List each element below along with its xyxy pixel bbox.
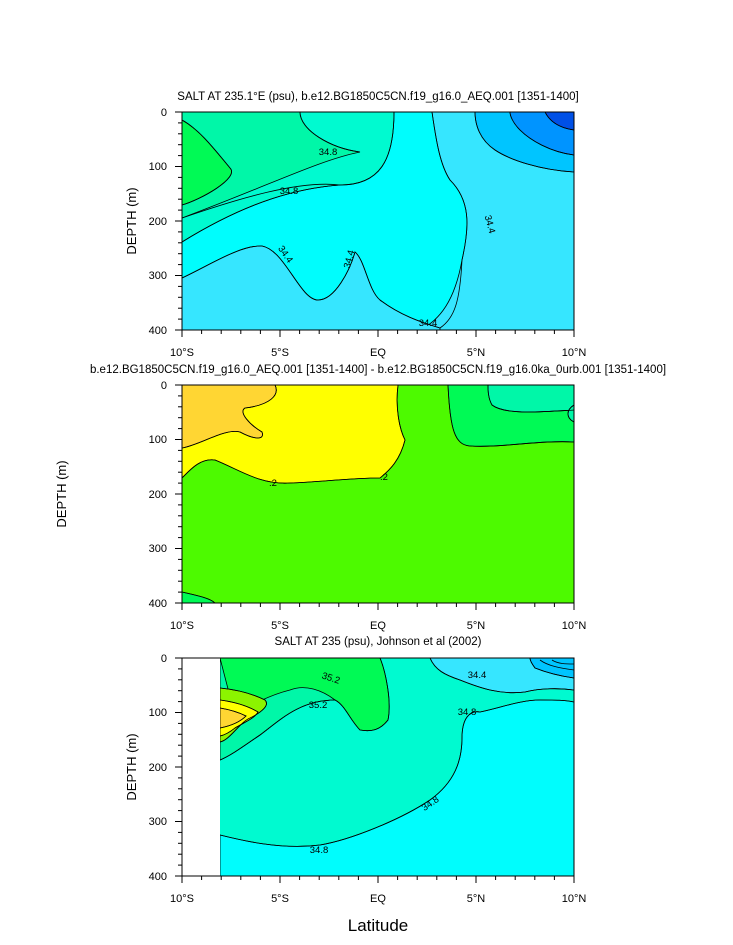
p1-ytick-200: 200	[149, 216, 167, 228]
p3-clabel-1: 35.2	[320, 671, 341, 687]
p2-xtick-eq: EQ	[370, 620, 386, 632]
panel-1-contours	[182, 112, 574, 330]
p3-xtick-eq: EQ	[370, 893, 386, 905]
panel-1-xaxis: 10°S 5°S EQ 5°N 10°N	[170, 347, 586, 359]
p2-contour-e	[567, 404, 574, 423]
p2-xtick-5n: 5°N	[467, 620, 486, 632]
p2-xtick-10s: 10°S	[170, 620, 194, 632]
p3-contour-b	[220, 687, 267, 743]
panel-1-yaxis: 0 100 200 300 400	[149, 107, 167, 337]
panel-3: SALT AT 235 (psu), Johnson et al (2002) …	[124, 636, 586, 935]
p1-ytick-0: 0	[161, 107, 167, 119]
p1-xtick-eq: EQ	[370, 347, 386, 359]
p2-ytick-200: 200	[149, 489, 167, 501]
p3-ytick-300: 300	[149, 816, 167, 828]
panel-2-contour-labels: .2 .2	[269, 472, 388, 489]
p2-fill-aqua	[487, 385, 574, 413]
p3-xtick-10n: 10°N	[562, 893, 587, 905]
axis-tick-marks	[175, 111, 575, 883]
p3-clabel-6: 34.8	[310, 845, 329, 856]
p2-ytick-100: 100	[149, 434, 167, 446]
p1-contour-f	[509, 112, 574, 156]
p3-ytick-0: 0	[161, 653, 167, 665]
p2-ytick-400: 400	[149, 598, 167, 610]
p1-contour-d	[182, 112, 468, 329]
p3-contour-c	[220, 699, 259, 737]
p1-clabel-5: 34.4	[419, 318, 438, 329]
p2-contour-a	[182, 385, 406, 484]
p3-clabel-3: 34.4	[468, 670, 487, 681]
p2-clabel-1: .2	[269, 478, 277, 489]
p1-ytick-100: 100	[149, 161, 167, 173]
p3-contour-h	[539, 659, 574, 671]
p3-contour-g	[529, 658, 574, 679]
panel-2: b.e12.BG1850C5CN.f19_g16.0_AEQ.001 [1351…	[54, 364, 666, 632]
p1-xtick-10n: 10°N	[562, 347, 587, 359]
p2-contour-b	[182, 385, 277, 449]
p3-ytick-400: 400	[149, 871, 167, 883]
p1-xtick-5n: 5°N	[467, 347, 486, 359]
panel-2-yaxis: 0 100 200 300 400	[149, 380, 167, 610]
panel-2-contours	[182, 385, 574, 603]
p2-xtick-10n: 10°N	[562, 620, 587, 632]
p3-contour-e	[220, 699, 574, 847]
p1-clabel-2: 34.8	[280, 186, 299, 197]
p1-contour-c	[182, 184, 341, 243]
p1-contour-a	[299, 112, 361, 153]
p3-contour-i	[551, 659, 574, 665]
p1-clabel-1: 34.8	[319, 147, 338, 158]
p3-xtick-5n: 5°N	[467, 893, 486, 905]
panel-1-title: SALT AT 235.1°E (psu), b.e12.BG1850C5CN.…	[177, 91, 578, 103]
p3-contour-a	[220, 658, 390, 761]
x-axis-label: Latitude	[348, 916, 409, 935]
p2-ytick-0: 0	[161, 380, 167, 392]
panel-2-title: b.e12.BG1850C5CN.f19_g16.0_AEQ.001 [1351…	[90, 364, 666, 376]
p1-ytick-300: 300	[149, 270, 167, 282]
panel-3-contour-labels: 35.2 35.2 34.4 34.8 34.8 34.8	[309, 670, 487, 856]
p3-clabel-4: 34.8	[458, 707, 477, 718]
p1-xtick-5s: 5°S	[271, 347, 289, 359]
p2-ytick-300: 300	[149, 543, 167, 555]
p1-contour-g	[544, 112, 574, 131]
panel-3-xaxis: 10°S 5°S EQ 5°N 10°N	[170, 893, 586, 905]
p3-clabel-2: 35.2	[309, 700, 328, 711]
p2-clabel-2: .2	[380, 472, 388, 483]
p2-xtick-5s: 5°S	[271, 620, 289, 632]
p1-xtick-10s: 10°S	[170, 347, 194, 359]
panel-3-ylabel: DEPTH (m)	[124, 733, 139, 800]
p1-clabel-4: 34.4	[342, 249, 357, 270]
panel-2-ylabel: DEPTH (m)	[54, 460, 69, 527]
p3-xtick-5s: 5°S	[271, 893, 289, 905]
panel-2-xaxis: 10°S 5°S EQ 5°N 10°N	[170, 620, 586, 632]
p1-clabel-6: 34.4	[482, 214, 497, 235]
p3-ytick-100: 100	[149, 707, 167, 719]
p1-contour-e	[474, 112, 574, 173]
p3-xtick-10s: 10°S	[170, 893, 194, 905]
p3-contour-d	[220, 707, 247, 729]
p2-contour-d	[487, 385, 574, 413]
p3-contour-f	[429, 658, 574, 694]
panel-3-contours	[220, 658, 574, 876]
panel-1-ylabel: DEPTH (m)	[124, 187, 139, 254]
p1-ytick-400: 400	[149, 325, 167, 337]
p2-contour-c	[447, 385, 574, 447]
p2-contour-f	[182, 591, 216, 603]
panel-3-yaxis: 0 100 200 300 400	[149, 653, 167, 883]
p3-ytick-200: 200	[149, 762, 167, 774]
panel-1: SALT AT 235.1°E (psu), b.e12.BG1850C5CN.…	[124, 91, 586, 359]
panel-3-title: SALT AT 235 (psu), Johnson et al (2002)	[275, 636, 482, 648]
p1-contour-h	[182, 119, 232, 206]
